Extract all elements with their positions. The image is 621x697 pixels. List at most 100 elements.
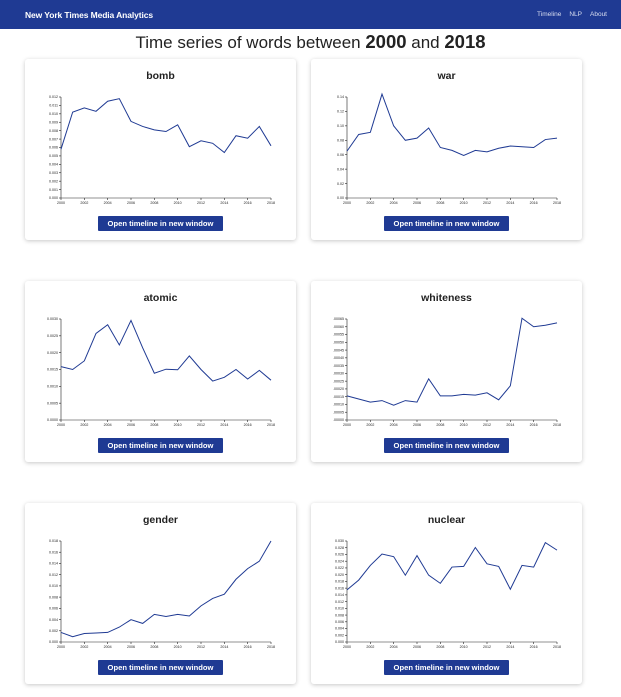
title-year-start: 2000 [365,31,407,52]
x-tick-label: 2002 [366,423,374,427]
x-tick-label: 2016 [530,645,538,649]
x-tick-label: 2010 [460,645,468,649]
x-tick-label: 2018 [553,423,561,427]
y-tick-label: 0.000 [49,196,58,200]
x-tick-label: 2016 [244,645,252,649]
x-tick-label: 2010 [174,201,182,205]
series-line [60,540,272,638]
x-tick-label: 2014 [220,201,228,205]
x-tick-label: 2006 [127,423,135,427]
x-tick-label: 2000 [343,645,351,649]
nav-link-about[interactable]: About [590,11,607,18]
x-tick-label: 2002 [80,645,88,649]
chart-bomb: 0.000 0.001 0.002 0.003 0.004 0.005 0.006 0.007… [49,95,275,205]
x-tick-label: 2004 [104,201,112,205]
x-tick-label: 2018 [553,645,561,649]
y-tick-label: .00060 [333,325,344,329]
x-tick-label: 2000 [57,423,65,427]
y-tick-label: 0.0005 [47,401,58,405]
y-tick-label: 0.0000 [47,418,58,422]
series-line [346,541,558,591]
chart-whiteness: .00000 .00005 .00010 .00015 .00020 .00025 .000… [333,317,561,427]
y-tick-label: 0.002 [335,633,344,637]
x-tick-label: 2008 [436,423,444,427]
title-year-end: 2018 [444,31,486,52]
chart-title: atomic [143,292,178,304]
y-tick-label: .00045 [333,348,344,352]
y-tick-label: .00015 [333,395,344,399]
x-tick-label: 2008 [436,201,444,205]
x-tick-label: 2012 [483,645,491,649]
x-tick-label: 2006 [413,423,421,427]
page-title: Time series of words between 2000 and 20… [0,31,621,53]
x-tick-label: 2004 [390,645,398,649]
x-tick-label: 2004 [104,645,112,649]
nav-link-nlp[interactable]: NLP [569,11,582,18]
y-tick-label: 0.12 [337,110,344,114]
x-tick-label: 2018 [267,201,275,205]
y-tick-label: 0.018 [49,539,58,543]
chart-card-bomb: 0.000 0.001 0.002 0.003 0.004 0.005 0.006 0.007… [25,59,296,240]
y-tick-label: 0.004 [49,163,58,167]
open-timeline-button[interactable]: Open timeline in new window [384,216,509,231]
x-tick-label: 2002 [80,201,88,205]
x-tick-label: 2008 [436,645,444,649]
x-tick-label: 2006 [127,201,135,205]
x-tick-label: 2004 [390,201,398,205]
open-timeline-button[interactable]: Open timeline in new window [384,660,509,675]
x-tick-label: 2014 [506,423,514,427]
open-timeline-button[interactable]: Open timeline in new window [98,216,223,231]
y-tick-label: 0.0020 [47,351,58,355]
open-timeline-button[interactable]: Open timeline in new window [98,438,223,453]
nav-link-timeline[interactable]: Timeline [537,11,562,18]
x-tick-label: 2000 [343,201,351,205]
x-tick-label: 2014 [506,201,514,205]
x-tick-label: 2012 [483,423,491,427]
y-tick-label: 0.002 [49,179,58,183]
nav-links: Timeline NLP About [537,11,607,18]
x-tick-label: 2018 [267,423,275,427]
y-tick-label: 0.016 [49,550,58,554]
y-tick-label: 0.000 [49,640,58,644]
y-tick-label: 0.0025 [47,334,58,338]
y-tick-label: 0.08 [337,138,344,142]
y-tick-label: 0.009 [49,120,58,124]
y-tick-label: .00050 [333,341,344,345]
y-tick-label: 0.030 [335,539,344,543]
series-line [346,317,558,406]
y-tick-label: 0.10 [337,124,344,128]
x-tick-label: 2016 [530,423,538,427]
chart-card-nuclear: 0.000 0.002 0.004 0.006 0.008 0.010 0.012 0.014… [311,503,582,684]
brand-title[interactable]: New York Times Media Analytics [25,9,154,20]
x-tick-label: 2004 [390,423,398,427]
chart-title: war [437,70,456,82]
y-tick-label: .00055 [333,333,344,337]
x-tick-label: 2002 [366,201,374,205]
y-tick-label: 0.010 [49,584,58,588]
y-tick-label: 0.00 [337,196,344,200]
y-tick-label: 0.006 [335,620,344,624]
x-tick-label: 2006 [127,645,135,649]
x-tick-label: 2004 [104,423,112,427]
y-tick-label: .00005 [333,410,344,414]
x-tick-label: 2000 [57,201,65,205]
title-and: and [411,33,440,52]
open-timeline-button[interactable]: Open timeline in new window [98,660,223,675]
x-tick-label: 2002 [366,645,374,649]
y-tick-label: 0.008 [49,595,58,599]
chart-title: whiteness [421,292,472,304]
open-timeline-button[interactable]: Open timeline in new window [384,438,509,453]
x-tick-label: 2000 [343,423,351,427]
y-tick-label: 0.008 [335,613,344,617]
y-tick-label: 0.06 [337,153,344,157]
y-tick-label: 0.004 [49,618,58,622]
y-tick-label: 0.026 [335,553,344,557]
x-tick-label: 2008 [150,645,158,649]
x-tick-label: 2006 [413,645,421,649]
y-tick-label: .00025 [333,379,344,383]
y-tick-label: 0.012 [335,600,344,604]
y-tick-label: 0.14 [337,95,344,99]
y-tick-label: 0.018 [335,580,344,584]
y-tick-label: 0.003 [49,171,58,175]
chart-card-war: 0.00 0.02 0.04 0.06 0.08 0.10 0.12 0.14 2000 2002… [311,59,582,240]
